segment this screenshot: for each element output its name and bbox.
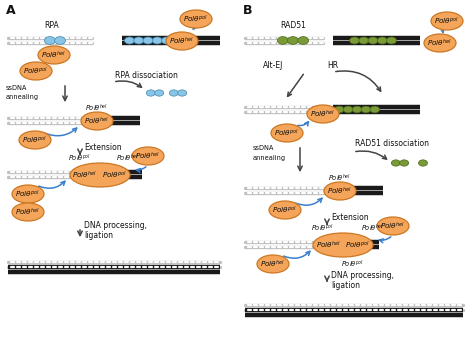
Text: Extension: Extension (331, 213, 369, 222)
Ellipse shape (20, 62, 52, 80)
Text: Polθ$^{hel}$: Polθ$^{hel}$ (428, 38, 453, 49)
Ellipse shape (134, 37, 144, 44)
Ellipse shape (352, 106, 362, 113)
Text: Polθ$^{pol}$: Polθ$^{pol}$ (102, 169, 128, 181)
Ellipse shape (125, 37, 135, 44)
Ellipse shape (12, 203, 44, 221)
Ellipse shape (162, 37, 172, 44)
Ellipse shape (155, 90, 164, 96)
Ellipse shape (424, 34, 456, 52)
Ellipse shape (307, 105, 339, 123)
Ellipse shape (45, 36, 55, 44)
Text: HR: HR (327, 61, 338, 71)
Ellipse shape (313, 233, 373, 257)
Ellipse shape (298, 36, 309, 44)
Text: Polθ$^{hel}$: Polθ$^{hel}$ (117, 152, 139, 164)
Text: Polθ$^{pol}$: Polθ$^{pol}$ (435, 15, 459, 27)
Ellipse shape (386, 37, 396, 44)
Text: Alt-EJ: Alt-EJ (263, 61, 283, 71)
Ellipse shape (132, 147, 164, 165)
Ellipse shape (377, 37, 387, 44)
Ellipse shape (19, 131, 51, 149)
Text: ssDNA: ssDNA (6, 85, 27, 91)
Ellipse shape (277, 36, 288, 44)
Ellipse shape (269, 201, 301, 219)
Text: RAD51 dissociation: RAD51 dissociation (355, 138, 429, 148)
Text: Polθ$^{hel}$: Polθ$^{hel}$ (381, 220, 406, 232)
Ellipse shape (146, 90, 155, 96)
Ellipse shape (359, 37, 369, 44)
Text: B: B (243, 3, 253, 16)
Ellipse shape (419, 160, 428, 166)
Text: Extension: Extension (84, 144, 122, 152)
Text: Polθ$^{pol}$: Polθ$^{pol}$ (16, 188, 40, 199)
Text: annealing: annealing (6, 94, 39, 100)
Text: Polθ$^{hel}$: Polθ$^{hel}$ (42, 49, 66, 61)
Ellipse shape (324, 182, 356, 200)
Text: DNA processing,: DNA processing, (331, 271, 394, 281)
Ellipse shape (180, 10, 212, 28)
Text: RPA: RPA (45, 21, 59, 30)
Ellipse shape (343, 106, 353, 113)
Text: A: A (6, 3, 16, 16)
Ellipse shape (178, 90, 187, 96)
Text: Polθ$^{hel}$: Polθ$^{hel}$ (328, 186, 353, 197)
Ellipse shape (271, 124, 303, 142)
Text: Polθ$^{hel}$: Polθ$^{hel}$ (317, 239, 341, 251)
Ellipse shape (288, 36, 299, 44)
Ellipse shape (166, 32, 198, 50)
Text: Polθ$^{pol}$: Polθ$^{pol}$ (346, 239, 371, 251)
Text: RPA dissociation: RPA dissociation (115, 71, 178, 79)
Ellipse shape (361, 106, 371, 113)
Text: Polθ$^{hel}$: Polθ$^{hel}$ (261, 258, 285, 270)
Ellipse shape (169, 90, 178, 96)
Text: DNA processing,: DNA processing, (84, 222, 147, 231)
Text: Polθ$^{pol}$: Polθ$^{pol}$ (274, 127, 300, 139)
Ellipse shape (335, 106, 344, 113)
Text: ssDNA: ssDNA (253, 145, 274, 151)
Text: Polθ$^{pol}$: Polθ$^{pol}$ (273, 204, 298, 216)
Text: ligation: ligation (331, 281, 360, 290)
Ellipse shape (392, 160, 401, 166)
Ellipse shape (368, 37, 378, 44)
Ellipse shape (400, 160, 409, 166)
Text: Polθ$^{hel}$: Polθ$^{hel}$ (170, 35, 194, 47)
Text: Polθ$^{hel}$: Polθ$^{hel}$ (73, 169, 98, 181)
Ellipse shape (349, 37, 359, 44)
Text: Polθ$^{hel}$: Polθ$^{hel}$ (16, 206, 40, 218)
Ellipse shape (70, 163, 130, 187)
Ellipse shape (377, 217, 409, 235)
Ellipse shape (431, 12, 463, 30)
Ellipse shape (38, 46, 70, 64)
Text: Polθ$^{pol}$: Polθ$^{pol}$ (341, 258, 365, 270)
Ellipse shape (370, 106, 380, 113)
Ellipse shape (81, 112, 113, 130)
Text: annealing: annealing (253, 155, 286, 161)
Text: Polθ$^{hel}$: Polθ$^{hel}$ (84, 115, 109, 127)
Text: Polθ$^{hel}$: Polθ$^{hel}$ (136, 150, 161, 162)
Ellipse shape (143, 37, 153, 44)
Text: RAD51: RAD51 (280, 21, 306, 30)
Text: Polθ$^{hel}$: Polθ$^{hel}$ (328, 172, 352, 184)
Ellipse shape (12, 185, 44, 203)
Ellipse shape (55, 36, 65, 44)
Ellipse shape (257, 255, 289, 273)
Text: Polθ$^{pol}$: Polθ$^{pol}$ (68, 152, 91, 164)
Text: Polθ$^{pol}$: Polθ$^{pol}$ (183, 13, 209, 25)
Text: Polθ$^{hel}$: Polθ$^{hel}$ (362, 222, 384, 234)
Text: Polθ$^{pol}$: Polθ$^{pol}$ (311, 222, 335, 234)
Text: Polθ$^{pol}$: Polθ$^{pol}$ (24, 65, 48, 77)
Ellipse shape (152, 37, 162, 44)
Text: Polθ$^{hel}$: Polθ$^{hel}$ (310, 108, 336, 120)
Text: Polθ$^{pol}$: Polθ$^{pol}$ (22, 134, 47, 146)
Text: Polθ$^{hel}$: Polθ$^{hel}$ (85, 102, 109, 114)
Text: ligation: ligation (84, 231, 113, 239)
